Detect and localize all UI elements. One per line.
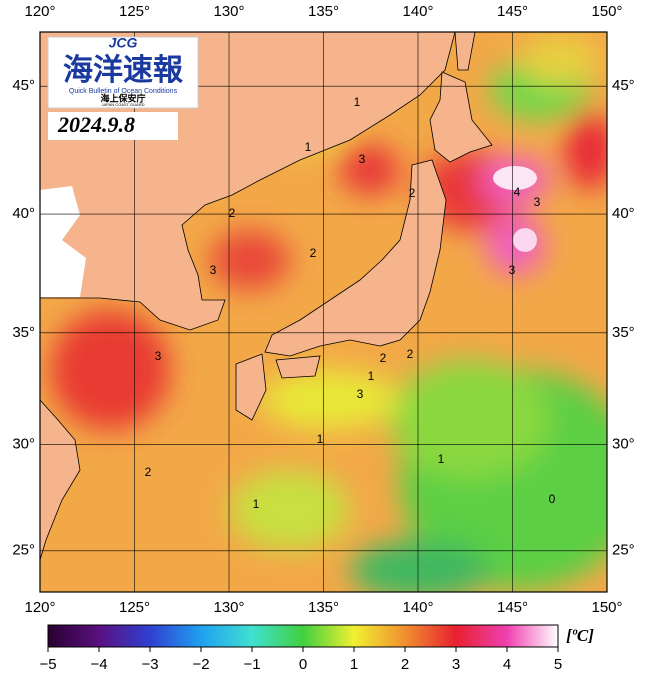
x-tick-label-bottom: 125° bbox=[119, 599, 150, 616]
contour-label: 2 bbox=[310, 246, 317, 260]
date-box bbox=[48, 112, 178, 140]
contour-label: 3 bbox=[509, 263, 516, 277]
contour-label: 2 bbox=[409, 186, 416, 200]
colorbar-tick-label: 0 bbox=[299, 656, 307, 673]
x-tick-label-bottom: 130° bbox=[213, 599, 244, 616]
graticule bbox=[40, 32, 607, 592]
contour-label: 1 bbox=[253, 497, 260, 511]
contour-label: 2 bbox=[229, 206, 236, 220]
colorbar-tick-label: 5 bbox=[554, 656, 562, 673]
logo-subtitle: Quick Bulletin of Ocean Conditions bbox=[69, 88, 178, 95]
x-tick-label-top: 140° bbox=[402, 3, 433, 20]
colorbar-tick-label: −5 bbox=[39, 656, 56, 673]
contour-label: 2 bbox=[145, 465, 152, 479]
contour-label: 1 bbox=[354, 95, 361, 109]
contour-label: 1 bbox=[305, 140, 312, 154]
contour-label: 1 bbox=[317, 432, 324, 446]
contour-label: 2 bbox=[407, 347, 414, 361]
map-frame bbox=[39, 31, 608, 593]
x-tick-label-bottom: 135° bbox=[308, 599, 339, 616]
date: 2024.9.8 bbox=[57, 112, 135, 137]
contour-label: 0 bbox=[549, 492, 556, 506]
colorbar-tick-label: 3 bbox=[452, 656, 460, 673]
y-tick-label-right: 25° bbox=[612, 542, 635, 559]
contour-label: 3 bbox=[359, 152, 366, 166]
colorbar-tick-label: −3 bbox=[141, 656, 158, 673]
colorbar-tick-label: −2 bbox=[192, 656, 209, 673]
y-tick-label-left: 25° bbox=[12, 542, 35, 559]
x-tick-label-top: 125° bbox=[119, 3, 150, 20]
y-tick-label-right: 45° bbox=[612, 77, 635, 94]
contour-label: 3 bbox=[357, 387, 364, 401]
contour-label: 1 bbox=[438, 452, 445, 466]
x-tick-label-bottom: 140° bbox=[402, 599, 433, 616]
y-tick-label-left: 30° bbox=[12, 436, 35, 453]
y-tick-label-left: 35° bbox=[12, 324, 35, 341]
y-tick-label-right: 30° bbox=[612, 436, 635, 453]
x-tick-label-top: 145° bbox=[497, 3, 528, 20]
contour-label: 3 bbox=[210, 263, 217, 277]
contour-label: 4 bbox=[514, 185, 521, 199]
colorbar-unit: [ºC] bbox=[566, 626, 594, 645]
logo-agency-en: JAPAN COAST GUARD bbox=[102, 102, 145, 107]
y-tick-label-right: 35° bbox=[612, 324, 635, 341]
colorbar-tick-label: −1 bbox=[243, 656, 260, 673]
contour-label: 1 bbox=[368, 369, 375, 383]
x-tick-label-top: 120° bbox=[24, 3, 55, 20]
contour-label: 3 bbox=[534, 195, 541, 209]
colorbar-tick-label: −4 bbox=[90, 656, 107, 673]
x-tick-label-top: 130° bbox=[213, 3, 244, 20]
logo-title: 海洋速報 bbox=[63, 54, 184, 87]
x-tick-label-top: 135° bbox=[308, 3, 339, 20]
logo-agency: 海上保安庁 bbox=[100, 92, 145, 103]
y-tick-label-left: 45° bbox=[12, 77, 35, 94]
colorbar bbox=[47, 624, 559, 648]
colorbar-tick-label: 1 bbox=[350, 656, 358, 673]
colorbar-tick-label: 4 bbox=[503, 656, 511, 673]
y-tick-label-left: 40° bbox=[12, 205, 35, 222]
contour-label: 3 bbox=[155, 349, 162, 363]
colorbar-tick-label: 2 bbox=[401, 656, 409, 673]
x-tick-label-top: 150° bbox=[591, 3, 622, 20]
x-tick-label-bottom: 145° bbox=[497, 599, 528, 616]
x-tick-label-bottom: 120° bbox=[24, 599, 55, 616]
contour-label: 2 bbox=[380, 351, 387, 365]
logo: JCG 海洋速報 Quick Bulletin of Ocean Conditi… bbox=[47, 35, 199, 109]
x-tick-label-bottom: 150° bbox=[591, 599, 622, 616]
y-tick-label-right: 40° bbox=[612, 205, 635, 222]
logo-mark: JCG bbox=[109, 35, 138, 51]
